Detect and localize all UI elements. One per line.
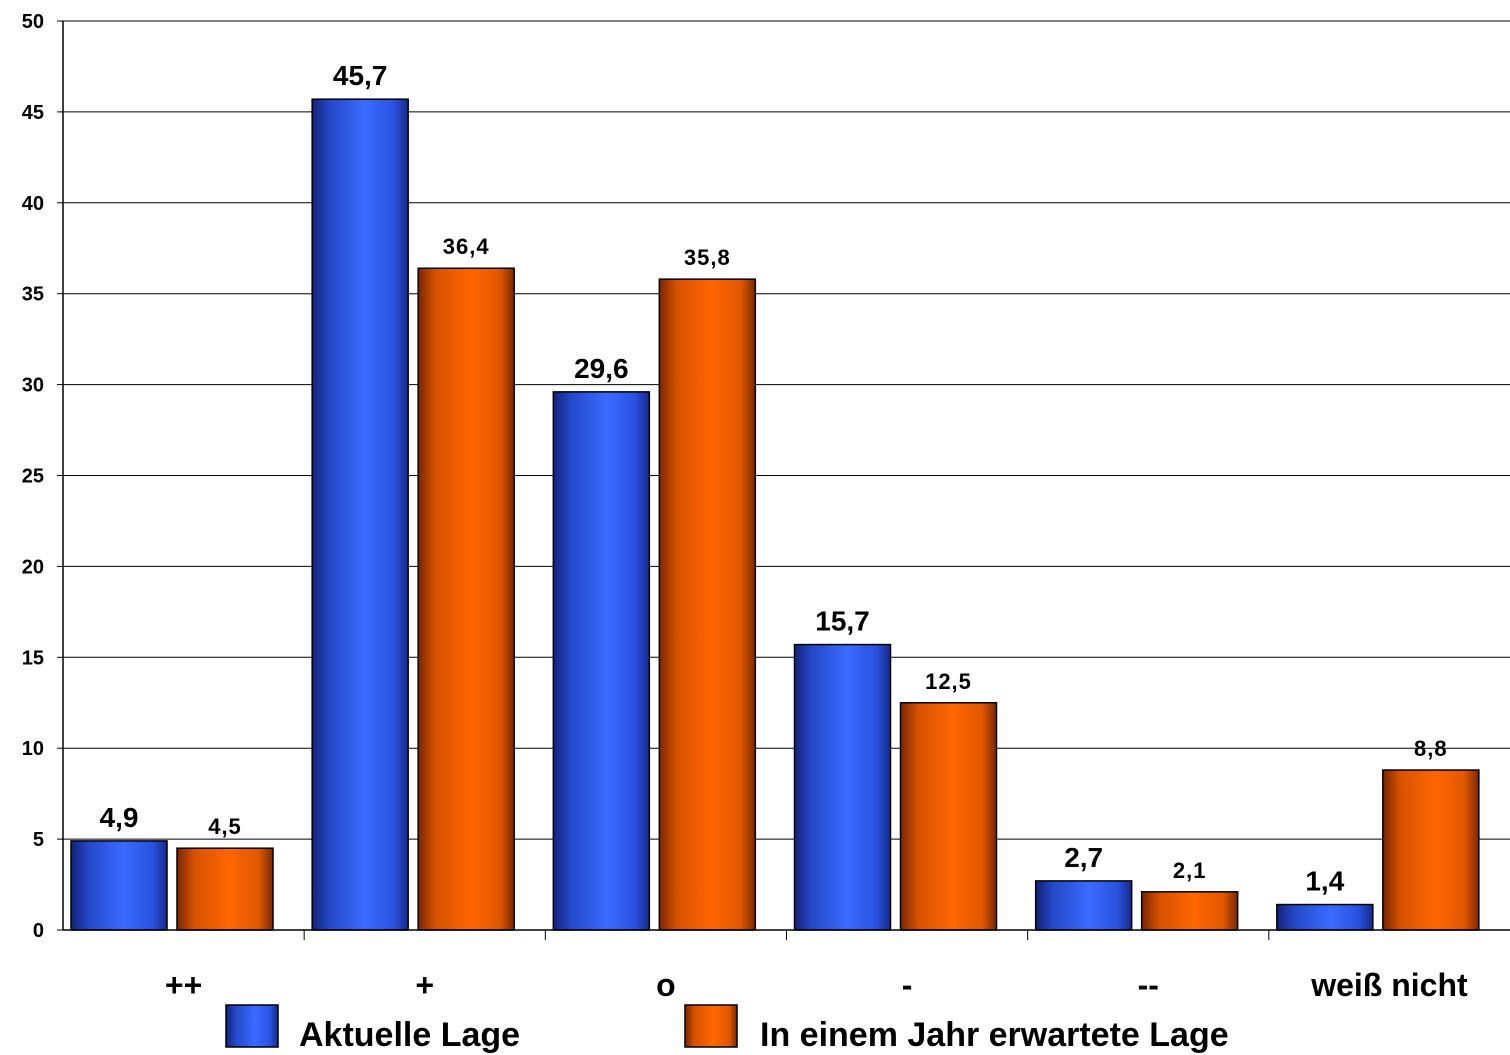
y-tick-label: 0 bbox=[33, 920, 44, 942]
legend-swatch bbox=[225, 1004, 279, 1048]
bar-erwartete-lage bbox=[176, 847, 274, 931]
data-label: 35,8 bbox=[684, 245, 731, 270]
bar-aktuelle-lage bbox=[311, 98, 409, 931]
bar-erwartete-lage bbox=[899, 702, 998, 931]
y-tick-label: 25 bbox=[22, 466, 44, 488]
bar-erwartete-lage bbox=[417, 267, 515, 931]
data-label: 45,7 bbox=[333, 60, 388, 91]
y-tick-label: 30 bbox=[22, 375, 44, 397]
bar-aktuelle-lage bbox=[1034, 880, 1133, 931]
bar-aktuelle-lage bbox=[70, 840, 168, 931]
bar-erwartete-lage bbox=[1140, 891, 1239, 931]
data-label: 36,4 bbox=[443, 234, 490, 259]
x-category-label: o bbox=[656, 967, 676, 1003]
legend-item-erwartete-lage: In einem Jahr erwartete Lage bbox=[684, 1004, 1229, 1054]
data-label: 4,5 bbox=[208, 814, 242, 839]
bar-aktuelle-lage bbox=[552, 391, 651, 931]
y-tick-label: 45 bbox=[22, 102, 44, 124]
data-label: 8,8 bbox=[1414, 736, 1448, 761]
bar-aktuelle-lage bbox=[1276, 903, 1374, 931]
y-tick-label: 10 bbox=[22, 738, 44, 760]
data-label: 4,9 bbox=[100, 802, 139, 833]
legend-item-aktuelle-lage: Aktuelle Lage bbox=[225, 1004, 520, 1054]
bar-erwartete-lage bbox=[1382, 769, 1480, 931]
legend-swatch bbox=[684, 1004, 738, 1048]
x-category-label: weiß nicht bbox=[1310, 967, 1468, 1003]
x-category-label: ++ bbox=[165, 967, 202, 1003]
data-label: 2,7 bbox=[1064, 842, 1103, 873]
legend-label: In einem Jahr erwartete Lage bbox=[760, 1016, 1229, 1054]
bar-aktuelle-lage bbox=[793, 643, 892, 931]
data-label: 15,7 bbox=[815, 606, 870, 637]
legend-label: Aktuelle Lage bbox=[299, 1016, 520, 1054]
x-category-label: -- bbox=[1138, 967, 1159, 1003]
x-category-label: - bbox=[902, 967, 913, 1003]
bar-erwartete-lage bbox=[658, 278, 757, 931]
y-tick-label: 15 bbox=[22, 647, 44, 669]
data-label: 29,6 bbox=[574, 353, 629, 384]
y-tick-label: 35 bbox=[22, 284, 44, 306]
data-label: 1,4 bbox=[1305, 866, 1344, 897]
data-label: 2,1 bbox=[1173, 858, 1207, 883]
y-tick-label: 40 bbox=[22, 193, 44, 215]
data-label: 12,5 bbox=[925, 669, 972, 694]
x-category-label: + bbox=[415, 967, 434, 1003]
y-tick-label: 50 bbox=[22, 11, 44, 33]
y-tick-label: 5 bbox=[33, 829, 44, 851]
y-tick-label: 20 bbox=[22, 556, 44, 578]
